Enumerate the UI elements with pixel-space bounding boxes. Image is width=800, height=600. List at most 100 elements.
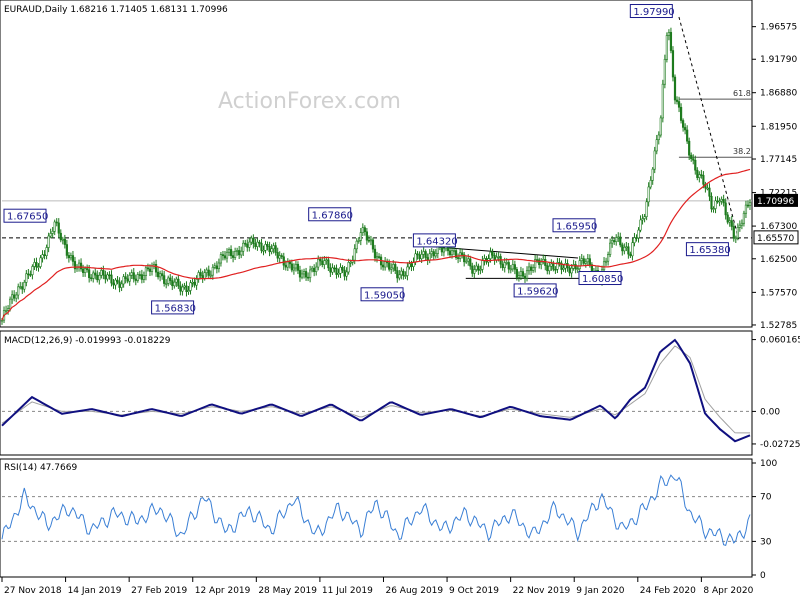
- candle-body: [300, 273, 304, 278]
- candle-body: [205, 269, 208, 273]
- candle-body: [669, 32, 673, 51]
- price-annotations: 1.67650 1.56830 1.67860 1.59050 1.64320 1.596…: [3, 4, 731, 315]
- candle-body: [159, 273, 162, 278]
- candle-body: [177, 278, 180, 287]
- candle-body: [511, 264, 514, 270]
- x-tick-label: 12 Apr 2019: [195, 586, 251, 596]
- candle-body: [554, 268, 557, 271]
- x-tick-label: 9 Oct 2019: [449, 586, 499, 596]
- candle-body: [114, 279, 117, 286]
- candle-body: [215, 265, 218, 270]
- candle-body: [319, 258, 322, 262]
- price-label-box: [513, 283, 557, 298]
- candle-body: [696, 169, 699, 178]
- candle-body: [649, 180, 652, 188]
- candle-body: [452, 250, 456, 252]
- candle-body: [402, 270, 405, 277]
- candle-body: [728, 220, 731, 223]
- candle-body: [343, 269, 346, 277]
- candle-body: [369, 239, 373, 242]
- candle-body: [53, 221, 56, 232]
- candle-body: [615, 237, 618, 242]
- candle-body: [106, 274, 109, 280]
- candle-body: [268, 246, 271, 253]
- candle-body: [631, 242, 634, 257]
- candle-body: [424, 251, 427, 258]
- price-label: 1.64320: [416, 236, 457, 247]
- candle-body: [134, 278, 137, 281]
- candle-body: [209, 274, 212, 277]
- candle-body: [532, 267, 535, 271]
- candle-body: [329, 267, 332, 273]
- candle-body: [284, 264, 287, 268]
- candle-body: [130, 272, 133, 276]
- candle-body: [102, 270, 105, 276]
- candle-body: [667, 32, 671, 36]
- candle-body: [244, 242, 247, 245]
- candle-body: [572, 264, 575, 269]
- candle-body: [556, 262, 559, 270]
- candle-body: [390, 267, 393, 270]
- price-lines: 61.8 38.2: [2, 16, 752, 279]
- trendline-upper: [428, 245, 578, 259]
- candle-body: [471, 265, 474, 274]
- candle-body: [306, 276, 310, 279]
- candle-body: [231, 255, 235, 258]
- candle-body: [588, 258, 591, 265]
- candle-body: [702, 175, 705, 185]
- candle-body: [398, 274, 401, 279]
- candle-body: [240, 250, 243, 256]
- candle-body: [298, 270, 302, 278]
- candle-body: [611, 240, 614, 244]
- price-label-box: [151, 300, 195, 315]
- candle-body: [353, 248, 356, 261]
- candle-body: [420, 254, 423, 260]
- candle-body: [582, 258, 585, 264]
- candle-body: [477, 265, 480, 271]
- fib-label: 38.2: [733, 147, 751, 156]
- candle-body: [179, 285, 182, 292]
- candle-body: [641, 218, 644, 221]
- candle-body: [643, 216, 646, 219]
- candle-body: [81, 268, 85, 273]
- candle-body: [185, 285, 188, 292]
- candle-body: [736, 227, 739, 239]
- price-label-box: [3, 208, 47, 223]
- candle-body: [637, 229, 640, 239]
- candle-body: [619, 236, 622, 246]
- candle-body: [665, 35, 668, 60]
- candle-body: [428, 253, 431, 261]
- candle-body: [515, 269, 518, 278]
- current-price-box: [754, 193, 798, 207]
- candle-body: [394, 264, 397, 271]
- price-label: 1.65950: [556, 221, 597, 232]
- rsi-tick-label: 30: [760, 537, 772, 547]
- price-tick-label: 1.67300: [760, 222, 797, 232]
- candle-body: [45, 247, 48, 256]
- candle-body: [663, 58, 666, 85]
- candle-body: [442, 248, 446, 253]
- candle-body: [562, 267, 565, 270]
- candle-body: [633, 237, 636, 244]
- candle-body: [544, 258, 547, 266]
- rsi-axis: 100 70 30 0: [752, 459, 777, 581]
- candle-body: [17, 286, 20, 296]
- price-tick-label: 1.81950: [760, 122, 797, 132]
- price-label-box: [360, 287, 404, 302]
- candle-body: [355, 240, 358, 250]
- candle-body: [169, 277, 172, 281]
- candle-body: [617, 236, 620, 239]
- candle-body: [69, 255, 73, 259]
- candle-body: [629, 253, 632, 257]
- price-label-box: [552, 218, 596, 233]
- price-label-box: [308, 207, 352, 222]
- candle-body: [124, 276, 127, 280]
- candle-body: [118, 281, 121, 288]
- price-tick-label: 1.52785: [760, 321, 797, 331]
- candle-body: [357, 240, 360, 242]
- candle-body: [120, 283, 123, 288]
- candle-body: [234, 251, 237, 258]
- candle-body: [270, 248, 273, 253]
- candle-body: [456, 257, 460, 259]
